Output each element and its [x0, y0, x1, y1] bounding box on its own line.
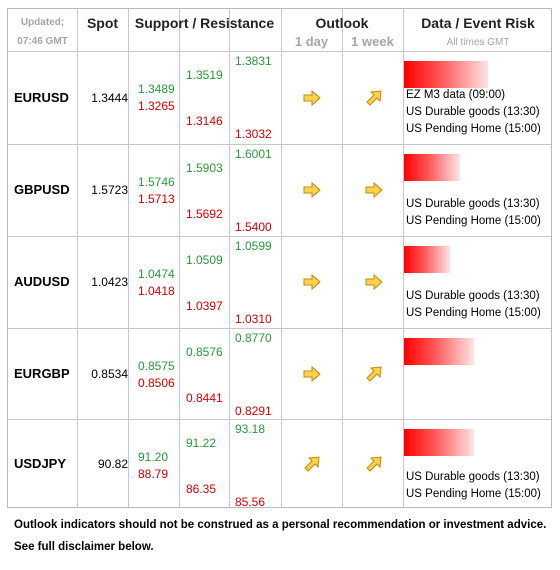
disclaimer-line-1: Outlook indicators should not be constru… — [14, 519, 547, 531]
column-divider — [77, 9, 78, 507]
arrow-right-icon — [365, 273, 383, 291]
pair-name: EURUSD — [14, 89, 69, 105]
forex-outlook-table: Updated; 07:46 GMT Spot Support / Resist… — [7, 8, 552, 509]
event-item: US Pending Home (15:00) — [406, 215, 541, 227]
resistance-level-2: 86.35 — [186, 482, 217, 496]
event-risk-bar — [404, 246, 450, 273]
resistance-level-3: 0.8291 — [235, 404, 272, 418]
arrow-right-icon — [303, 181, 321, 199]
row-divider — [8, 328, 551, 329]
spot-price: 90.82 — [97, 457, 128, 471]
resistance-level-2: 0.8441 — [186, 391, 223, 405]
disclaimer-line-2: See full disclaimer below. — [14, 541, 154, 553]
resistance-level-3: 1.3032 — [235, 127, 272, 141]
updated-label: Updated; — [20, 17, 65, 28]
resistance-level-2: 1.5692 — [186, 207, 223, 221]
event-item: US Pending Home (15:00) — [406, 123, 541, 135]
support-level-1: 1.0474 — [138, 267, 175, 281]
support-level-3: 1.6001 — [235, 147, 272, 161]
outlook-1day-header: 1 day — [294, 34, 329, 49]
column-divider — [229, 9, 230, 507]
event-item: US Durable goods (13:30) — [406, 106, 540, 118]
event-item: US Durable goods (13:30) — [406, 198, 540, 210]
pair-name: EURGBP — [14, 365, 70, 381]
all-times-gmt-note: All times GMT — [446, 37, 510, 48]
resistance-level-1: 1.3265 — [138, 99, 175, 113]
event-risk-bar — [404, 338, 474, 365]
resistance-level-2: 1.0397 — [186, 299, 223, 313]
arrow-up-right-icon — [365, 89, 383, 106]
arrow-up-right-icon — [365, 365, 383, 382]
pair-name: GBPUSD — [14, 182, 70, 197]
event-risk-bar — [404, 429, 474, 456]
column-divider — [179, 9, 180, 507]
spot-price: 0.8534 — [91, 366, 128, 381]
outlook-header: Outlook — [315, 15, 369, 31]
support-level-2: 1.3519 — [186, 68, 223, 82]
event-item: US Durable goods (13:30) — [406, 290, 540, 302]
support-level-1: 1.3489 — [138, 82, 175, 96]
arrow-right-icon — [303, 89, 321, 106]
resistance-level-1: 1.5713 — [138, 192, 175, 206]
spot-price: 1.3444 — [91, 90, 128, 105]
support-level-2: 1.5903 — [186, 161, 223, 175]
support-level-2: 1.0509 — [186, 253, 223, 267]
support-level-1: 91.20 — [138, 450, 169, 464]
support-level-2: 0.8576 — [186, 345, 223, 359]
support-level-3: 1.3831 — [235, 54, 272, 68]
resistance-level-3: 1.5400 — [235, 220, 272, 234]
column-divider — [403, 9, 404, 507]
arrow-up-right-icon — [365, 456, 383, 472]
row-divider — [8, 51, 551, 52]
support-level-3: 93.18 — [235, 422, 266, 436]
spot-price: 1.5723 — [91, 183, 128, 197]
column-divider — [281, 9, 282, 507]
event-item: US Pending Home (15:00) — [406, 488, 541, 500]
pair-name: USDJPY — [14, 456, 67, 471]
resistance-level-1: 1.0418 — [138, 284, 175, 298]
spot-header: Spot — [86, 15, 119, 31]
row-divider — [8, 236, 551, 237]
event-item: EZ M3 data (09:00) — [406, 89, 506, 101]
support-level-2: 91.22 — [186, 436, 217, 450]
support-level-3: 1.0599 — [235, 239, 272, 253]
event-item: US Durable goods (13:30) — [406, 471, 540, 483]
support-level-1: 1.5746 — [138, 175, 175, 189]
arrow-right-icon — [303, 365, 321, 382]
event-risk-bar — [404, 154, 460, 181]
arrow-right-icon — [303, 273, 321, 291]
outlook-1week-header: 1 week — [351, 34, 394, 49]
row-divider — [8, 419, 551, 420]
resistance-level-1: 88.79 — [138, 467, 169, 481]
pair-name: AUDUSD — [14, 274, 70, 289]
support-resistance-header: Support / Resistance — [134, 15, 275, 31]
resistance-level-3: 1.0310 — [235, 312, 272, 326]
resistance-level-1: 0.8506 — [138, 376, 175, 390]
spot-price: 1.0423 — [91, 275, 128, 289]
row-divider — [8, 144, 551, 145]
event-risk-bar — [404, 61, 488, 88]
updated-time: 07:46 GMT — [17, 36, 68, 47]
resistance-level-3: 85.56 — [235, 495, 266, 509]
column-divider — [342, 9, 343, 507]
arrow-right-icon — [365, 181, 383, 199]
arrow-up-right-icon — [303, 456, 321, 472]
support-level-3: 0.8770 — [235, 331, 272, 345]
resistance-level-2: 1.3146 — [186, 114, 223, 128]
event-item: US Pending Home (15:00) — [406, 307, 541, 319]
support-level-1: 0.8575 — [138, 359, 175, 373]
column-divider — [128, 9, 129, 507]
data-event-risk-header: Data / Event Risk — [421, 15, 535, 31]
